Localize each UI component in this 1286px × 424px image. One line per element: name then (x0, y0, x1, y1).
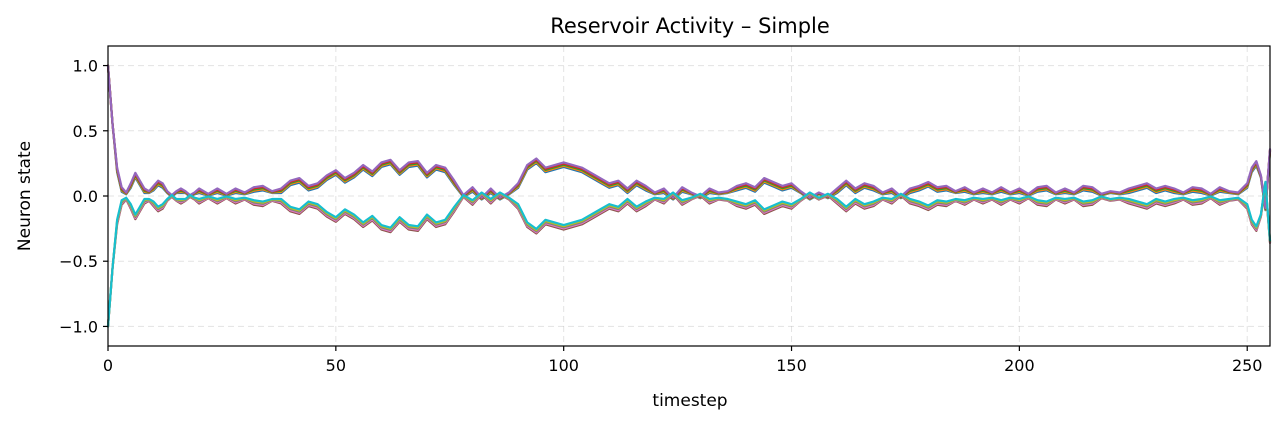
x-tick-label: 100 (548, 356, 579, 375)
neuron-series-line (106, 64, 1272, 209)
y-tick-label: 1.0 (73, 57, 98, 76)
y-axis: −1.0 −0.5 0.0 0.5 1.0 (59, 57, 108, 336)
y-tick-label: −0.5 (59, 252, 98, 271)
x-tick-label: 50 (326, 356, 346, 375)
y-tick-label: 0.0 (73, 187, 98, 206)
chart-title: Reservoir Activity – Simple (550, 14, 830, 38)
x-tick-label: 0 (103, 356, 113, 375)
series-group (106, 64, 1272, 328)
grid-lines (107, 46, 1270, 346)
x-axis: 0 50 100 150 200 250 (103, 346, 1263, 375)
neuron-series-line (106, 180, 1272, 328)
y-axis-label: Neuron state (15, 141, 35, 251)
neuron-series-line (106, 183, 1272, 328)
x-tick-label: 200 (1004, 356, 1035, 375)
x-tick-label: 250 (1232, 356, 1263, 375)
x-axis-label: timestep (652, 391, 727, 411)
y-tick-label: −1.0 (59, 317, 98, 336)
x-tick-label: 150 (776, 356, 807, 375)
y-tick-label: 0.5 (73, 122, 98, 141)
